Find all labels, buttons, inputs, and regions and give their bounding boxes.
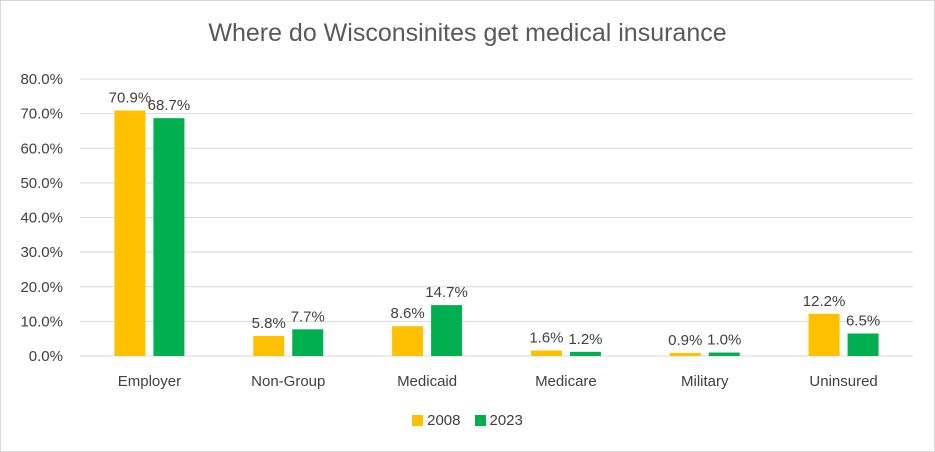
y-tick-label: 10.0% <box>20 313 63 330</box>
x-tick-label: Medicare <box>535 373 597 390</box>
bar-2023 <box>292 329 324 356</box>
y-tick-label: 60.0% <box>20 140 63 157</box>
bar-2008 <box>392 326 424 356</box>
legend-item: 2023 <box>474 412 523 429</box>
y-tick-label: 70.0% <box>20 106 63 123</box>
y-tick-label: 20.0% <box>20 279 63 296</box>
x-tick-label: Military <box>681 373 729 390</box>
data-label: 8.6% <box>390 305 424 322</box>
y-tick-label: 40.0% <box>20 210 63 227</box>
bar-2023 <box>569 351 601 356</box>
bar-2023 <box>153 118 185 356</box>
legend-label: 2008 <box>427 412 461 429</box>
data-label: 1.2% <box>568 331 602 348</box>
y-tick-label: 0.0% <box>29 348 63 365</box>
legend-swatch <box>474 415 486 426</box>
bar-2008 <box>114 110 146 356</box>
data-label: 70.9% <box>109 90 152 107</box>
data-label: 0.9% <box>668 332 702 349</box>
y-tick-label: 30.0% <box>20 244 63 261</box>
x-tick-label: Uninsured <box>809 373 877 390</box>
data-label: 7.7% <box>291 308 325 325</box>
x-tick-label: Non-Group <box>251 373 325 390</box>
x-tick-label: Employer <box>118 373 181 390</box>
data-label: 1.6% <box>529 329 563 346</box>
x-tick-label: Medicaid <box>397 373 457 390</box>
bar-2023 <box>708 352 740 356</box>
data-label: 5.8% <box>252 315 286 332</box>
legend-swatch <box>412 415 424 426</box>
chart-title: Where do Wisconsinites get medical insur… <box>208 19 727 47</box>
bar-2008 <box>808 313 840 356</box>
data-label: 1.0% <box>707 332 741 349</box>
legend-item: 2008 <box>412 412 461 429</box>
bar-2023 <box>847 333 879 356</box>
bar-2008 <box>253 335 285 356</box>
y-tick-label: 80.0% <box>20 71 63 88</box>
data-label: 6.5% <box>846 312 880 329</box>
bar-2023 <box>431 305 463 356</box>
bar-2008 <box>530 350 562 356</box>
data-label: 14.7% <box>425 284 468 301</box>
chart-legend: 2008 2023 <box>1 412 934 429</box>
legend-label: 2023 <box>489 412 523 429</box>
data-label: 12.2% <box>803 293 846 310</box>
y-tick-label: 50.0% <box>20 175 63 192</box>
data-label: 68.7% <box>148 97 191 114</box>
bar-2008 <box>669 352 701 356</box>
